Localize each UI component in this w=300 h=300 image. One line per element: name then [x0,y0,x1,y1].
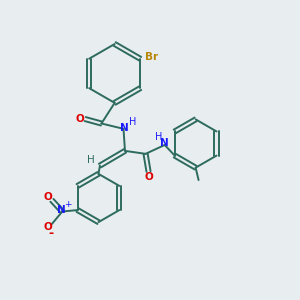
Text: H: H [154,132,162,142]
Text: -: - [49,227,54,240]
Text: Br: Br [145,52,158,62]
Text: O: O [44,222,52,232]
Text: N: N [57,205,66,215]
Text: +: + [64,200,71,209]
Text: H: H [129,117,136,127]
Text: N: N [120,123,128,133]
Text: O: O [44,192,52,203]
Text: N: N [160,138,169,148]
Text: O: O [76,114,84,124]
Text: O: O [144,172,153,182]
Text: H: H [87,155,95,165]
